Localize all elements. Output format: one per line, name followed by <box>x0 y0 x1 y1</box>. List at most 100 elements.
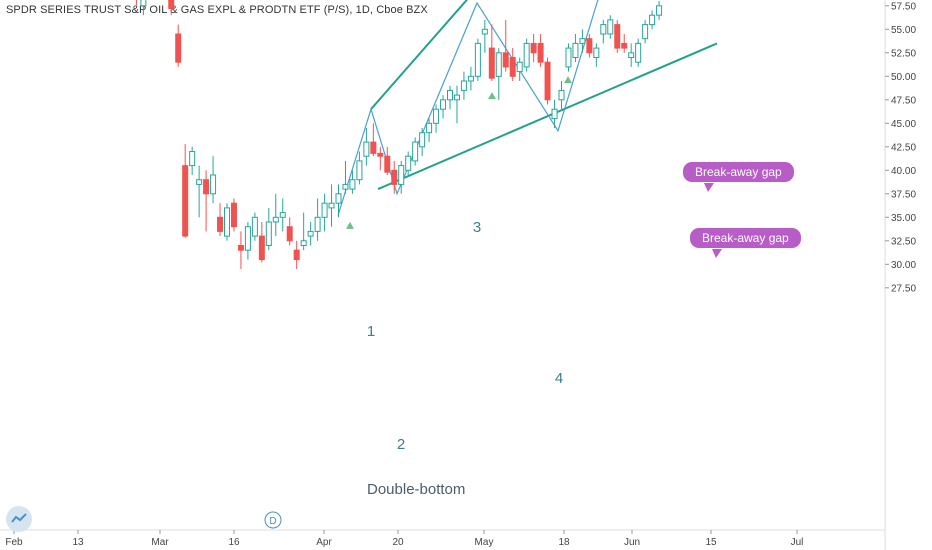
candle <box>196 165 203 218</box>
time-tick-label: 13 <box>72 537 84 548</box>
candle-body <box>272 216 279 223</box>
candle-body <box>495 52 502 77</box>
candle-body <box>293 249 300 261</box>
candle-body <box>182 165 189 237</box>
candle-body <box>279 212 286 218</box>
candle-body <box>321 202 328 218</box>
candle <box>530 34 537 63</box>
candle <box>328 184 335 227</box>
candle-body <box>335 193 342 204</box>
price-tick-label: 57.50 <box>891 1 916 12</box>
candle-body <box>426 122 433 134</box>
candle-body <box>551 108 558 120</box>
candle-body <box>572 42 579 59</box>
channel-lower-line <box>377 42 718 191</box>
time-tick-label: 20 <box>392 537 404 548</box>
candle <box>481 19 488 53</box>
candle <box>453 85 460 124</box>
candle <box>175 24 182 67</box>
candle <box>398 160 405 194</box>
candle-body <box>474 42 481 77</box>
time-axis: Feb 13 Mar 16 Apr 20 May 18 Jun 15 Jul <box>0 529 885 548</box>
candle-body <box>391 169 398 185</box>
candle <box>272 193 279 237</box>
candle-body <box>244 226 251 251</box>
candles <box>135 0 663 269</box>
buy-marker-icon <box>346 221 354 229</box>
channel-upper-line <box>370 0 469 110</box>
badge-tail <box>704 183 714 192</box>
candle-body <box>175 33 182 63</box>
candle-body <box>237 245 244 251</box>
candle <box>224 203 230 241</box>
badge-tail <box>712 249 722 258</box>
candle <box>523 38 530 72</box>
price-tick-label: 40.00 <box>891 166 916 177</box>
candle-body <box>370 141 377 154</box>
candle <box>321 193 328 232</box>
tradingview-logo[interactable] <box>6 506 32 532</box>
price-tick-label: 45.00 <box>891 119 916 130</box>
price-tick-label: 30.00 <box>891 260 916 271</box>
candle <box>628 43 635 67</box>
candle-body <box>189 151 196 167</box>
candle-body <box>558 89 565 101</box>
candle-body <box>286 226 293 242</box>
time-tick-label: Feb <box>5 537 23 548</box>
pattern-point-label: 4 <box>555 370 563 387</box>
dividend-marker: D <box>264 511 282 529</box>
candle-body <box>314 216 321 232</box>
candle <box>579 29 586 53</box>
candle <box>426 118 433 143</box>
buy-marker-icon <box>564 76 572 84</box>
candle <box>244 222 251 260</box>
candle <box>230 198 237 232</box>
candle-body <box>251 216 258 237</box>
price-tick-label: 50.00 <box>891 72 916 83</box>
candle-body <box>502 52 509 68</box>
candle <box>440 95 447 119</box>
candle-body <box>363 141 370 157</box>
price-tick-label: 37.50 <box>891 189 916 200</box>
candle <box>537 34 544 67</box>
candle <box>307 222 314 246</box>
candle-body <box>481 28 488 35</box>
candle <box>600 19 607 44</box>
time-tick-label: 16 <box>228 537 240 548</box>
time-tick-label: Jun <box>624 537 640 548</box>
double-bottom-label: Double-bottom <box>367 481 465 498</box>
time-tick-label: 15 <box>705 537 717 548</box>
breakaway-gap-badge-2: Break-away gap <box>690 228 801 248</box>
candle <box>447 85 453 110</box>
candle <box>544 57 551 105</box>
price-tick-label: 27.50 <box>891 283 916 294</box>
candle-body <box>523 42 530 68</box>
candle <box>251 212 258 241</box>
candle-body <box>349 179 356 190</box>
price-tick-label: 47.50 <box>891 95 916 106</box>
candle-body <box>509 57 516 77</box>
candle <box>189 146 196 175</box>
candle-body <box>440 99 447 110</box>
candle <box>182 143 189 238</box>
candle-body <box>642 24 649 40</box>
candle <box>607 15 614 39</box>
price-tick-label: 42.50 <box>891 142 916 153</box>
candle <box>649 10 656 30</box>
candle <box>363 128 370 166</box>
candle <box>342 160 349 194</box>
candle <box>656 1 663 20</box>
candle-body <box>628 52 635 58</box>
candle <box>509 48 516 81</box>
candle-body <box>537 42 544 63</box>
buy-marker-icon <box>488 92 496 100</box>
candle <box>168 0 175 16</box>
candle-body <box>579 38 586 44</box>
candle-body <box>265 221 272 246</box>
candle-body <box>384 155 391 173</box>
candle-body <box>447 89 453 101</box>
candle-body <box>398 165 405 185</box>
candle <box>474 38 481 81</box>
candle <box>279 198 286 232</box>
